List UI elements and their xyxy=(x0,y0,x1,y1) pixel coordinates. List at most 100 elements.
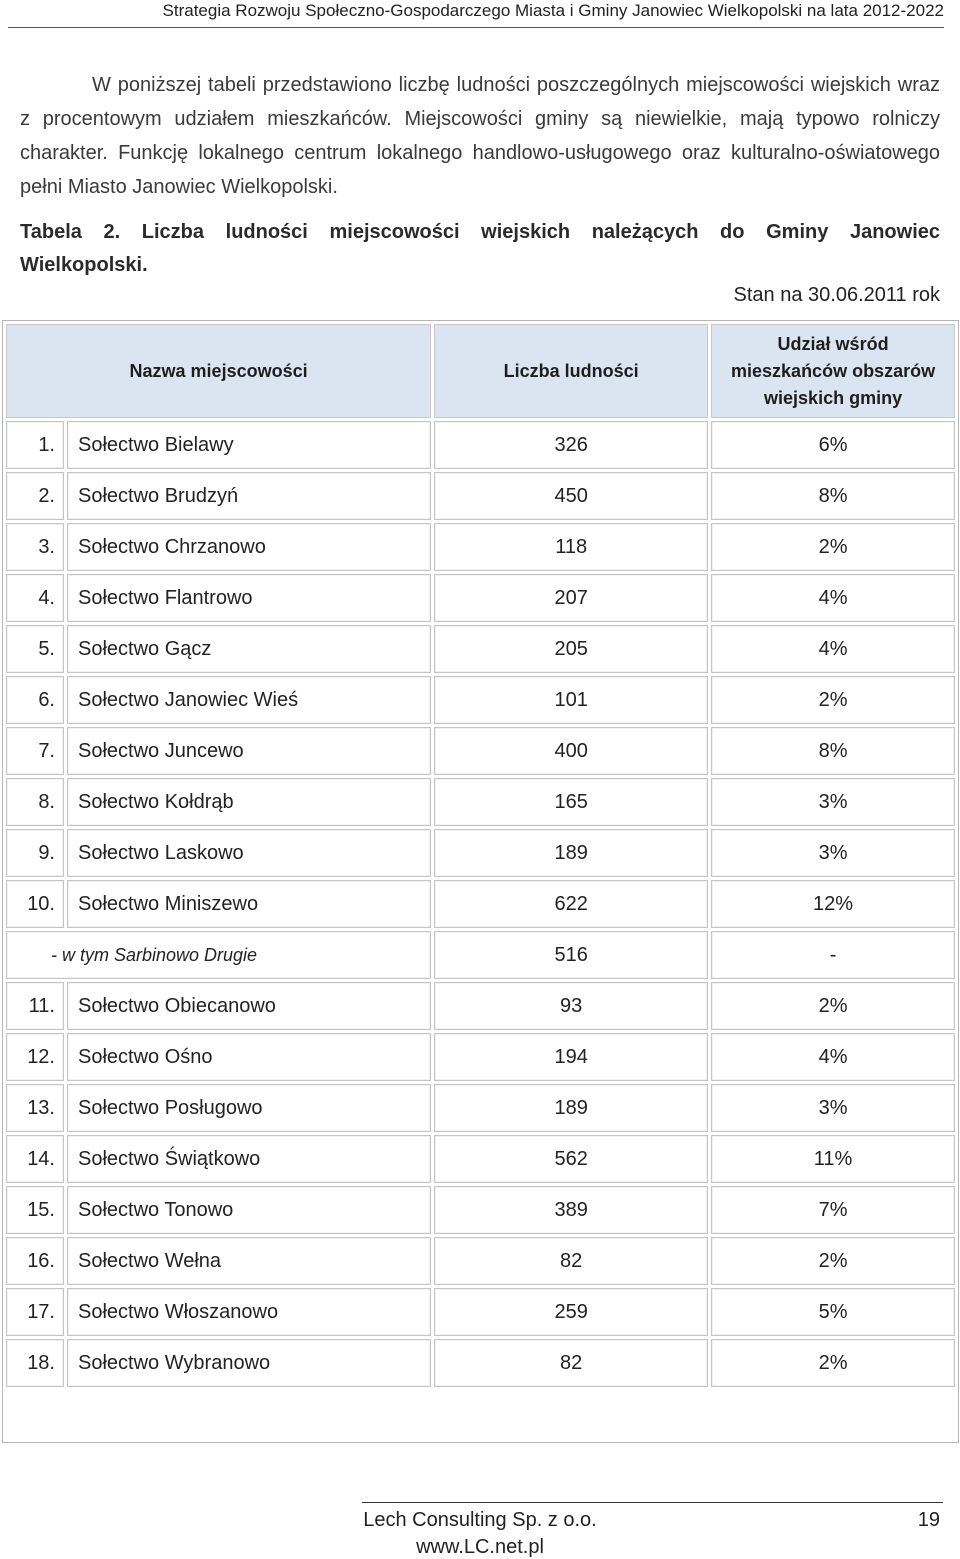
cell-name: Sołectwo Laskowo xyxy=(67,829,432,877)
table-row: 7. Sołectwo Juncewo 400 8% xyxy=(6,727,955,775)
cell-number: 5. xyxy=(6,625,64,673)
cell-population: 326 xyxy=(434,421,709,469)
cell-population: 189 xyxy=(434,1084,709,1132)
cell-share: 4% xyxy=(711,574,955,622)
cell-number: 16. xyxy=(6,1237,64,1285)
cell-name: - w tym Sarbinowo Drugie xyxy=(6,931,432,979)
table-caption-line1: Tabela 2. Liczba ludności miejscowości w… xyxy=(20,221,940,243)
table-row: 18. Sołectwo Wybranowo 82 2% xyxy=(6,1339,955,1387)
table-caption: Tabela 2. Liczba ludności miejscowości w… xyxy=(20,216,940,282)
cell-population: 205 xyxy=(434,625,709,673)
cell-number: 14. xyxy=(6,1135,64,1183)
cell-population: 389 xyxy=(434,1186,709,1234)
table-row: 4. Sołectwo Flantrowo 207 4% xyxy=(6,574,955,622)
cell-name: Sołectwo Miniszewo xyxy=(67,880,432,928)
footer-url[interactable]: www.LC.net.pl xyxy=(416,1536,544,1558)
cell-name: Sołectwo Chrzanowo xyxy=(67,523,432,571)
table-row: 8. Sołectwo Kołdrąb 165 3% xyxy=(6,778,955,826)
cell-share: 12% xyxy=(711,880,955,928)
table-row: 3. Sołectwo Chrzanowo 118 2% xyxy=(6,523,955,571)
cell-share: 2% xyxy=(711,523,955,571)
cell-share: 11% xyxy=(711,1135,955,1183)
cell-population: 82 xyxy=(434,1237,709,1285)
cell-population: 118 xyxy=(434,523,709,571)
cell-name: Sołectwo Ośno xyxy=(67,1033,432,1081)
cell-population: 450 xyxy=(434,472,709,520)
cell-share: 7% xyxy=(711,1186,955,1234)
table-row: - w tym Sarbinowo Drugie 516- xyxy=(6,931,955,979)
cell-name: Sołectwo Obiecanowo xyxy=(67,982,432,1030)
table-row: 16. Sołectwo Wełna 82 2% xyxy=(6,1237,955,1285)
table-header-row: Nazwa miejscowości Liczba ludności Udzia… xyxy=(6,324,955,418)
table-caption-line2: Wielkopolski. xyxy=(20,254,148,276)
cell-population: 622 xyxy=(434,880,709,928)
table-row: 13. Sołectwo Posługowo 189 3% xyxy=(6,1084,955,1132)
cell-population: 194 xyxy=(434,1033,709,1081)
header-share: Udział wśród mieszkańców obszarów wiejsk… xyxy=(711,324,955,418)
cell-population: 259 xyxy=(434,1288,709,1336)
table-row: 5. Sołectwo Gącz 205 4% xyxy=(6,625,955,673)
table-row: 1. Sołectwo Bielawy 326 6% xyxy=(6,421,955,469)
cell-share: 6% xyxy=(711,421,955,469)
table-row: 12. Sołectwo Ośno 194 4% xyxy=(6,1033,955,1081)
cell-name: Sołectwo Brudzyń xyxy=(67,472,432,520)
cell-share: 2% xyxy=(711,1339,955,1387)
cell-population: 400 xyxy=(434,727,709,775)
cell-number: 17. xyxy=(6,1288,64,1336)
cell-number: 12. xyxy=(6,1033,64,1081)
cell-number: 18. xyxy=(6,1339,64,1387)
cell-name: Sołectwo Tonowo xyxy=(67,1186,432,1234)
cell-population: 82 xyxy=(434,1339,709,1387)
cell-population: 562 xyxy=(434,1135,709,1183)
cell-name: Sołectwo Wybranowo xyxy=(67,1339,432,1387)
cell-population: 516 xyxy=(434,931,709,979)
footer-company: Lech Consulting Sp. z o.o. xyxy=(363,1509,597,1531)
table-row: 14. Sołectwo Świątkowo 562 11% xyxy=(6,1135,955,1183)
header-name: Nazwa miejscowości xyxy=(6,324,432,418)
cell-share: 4% xyxy=(711,1033,955,1081)
cell-number: 4. xyxy=(6,574,64,622)
table-row: 6. Sołectwo Janowiec Wieś 101 2% xyxy=(6,676,955,724)
cell-number: 13. xyxy=(6,1084,64,1132)
cell-name: Sołectwo Włoszanowo xyxy=(67,1288,432,1336)
running-header: Strategia Rozwoju Społeczno-Gospodarczeg… xyxy=(162,1,944,20)
status-date: Stan na 30.06.2011 rok xyxy=(733,284,940,306)
table-row: 10. Sołectwo Miniszewo 622 12% xyxy=(6,880,955,928)
cell-name: Sołectwo Bielawy xyxy=(67,421,432,469)
cell-number: 15. xyxy=(6,1186,64,1234)
cell-share: - xyxy=(711,931,955,979)
cell-population: 93 xyxy=(434,982,709,1030)
cell-number: 2. xyxy=(6,472,64,520)
cell-share: 2% xyxy=(711,676,955,724)
cell-name: Sołectwo Janowiec Wieś xyxy=(67,676,432,724)
table-row: 17. Sołectwo Włoszanowo 259 5% xyxy=(6,1288,955,1336)
page-number: 19 xyxy=(917,1509,940,1531)
cell-share: 8% xyxy=(711,472,955,520)
cell-share: 3% xyxy=(711,1084,955,1132)
cell-population: 101 xyxy=(434,676,709,724)
footer-divider xyxy=(362,1502,943,1503)
cell-name: Sołectwo Juncewo xyxy=(67,727,432,775)
table-row: 15. Sołectwo Tonowo 389 7% xyxy=(6,1186,955,1234)
header-divider xyxy=(8,27,944,28)
header-share-text: Udział wśród mieszkańców obszarów wiejsk… xyxy=(731,333,936,408)
cell-number: 6. xyxy=(6,676,64,724)
cell-number: 10. xyxy=(6,880,64,928)
intro-text: W poniższej tabeli przedstawiono liczbę … xyxy=(20,74,940,198)
cell-number: 8. xyxy=(6,778,64,826)
table-row: 9. Sołectwo Laskowo 189 3% xyxy=(6,829,955,877)
cell-population: 189 xyxy=(434,829,709,877)
cell-number: 1. xyxy=(6,421,64,469)
cell-share: 3% xyxy=(711,829,955,877)
cell-share: 3% xyxy=(711,778,955,826)
cell-name: Sołectwo Flantrowo xyxy=(67,574,432,622)
cell-share: 2% xyxy=(711,1237,955,1285)
header-population: Liczba ludności xyxy=(434,324,709,418)
cell-name: Sołectwo Gącz xyxy=(67,625,432,673)
cell-population: 207 xyxy=(434,574,709,622)
cell-number: 3. xyxy=(6,523,64,571)
table-row: 11. Sołectwo Obiecanowo 93 2% xyxy=(6,982,955,1030)
cell-number: 11. xyxy=(6,982,64,1030)
cell-share: 8% xyxy=(711,727,955,775)
cell-share: 5% xyxy=(711,1288,955,1336)
